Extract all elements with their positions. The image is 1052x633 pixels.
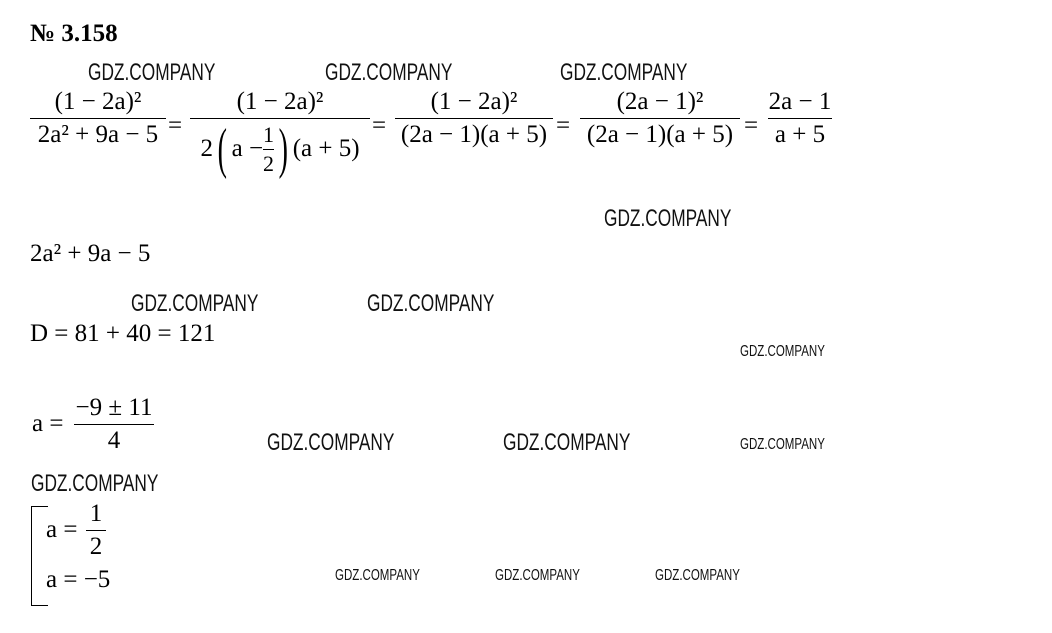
denominator: 2 ( a − 1 2 ) (a + 5) <box>200 121 359 177</box>
term: (a + 5) <box>292 135 360 162</box>
fraction-bar <box>86 530 106 531</box>
watermark: GDZ.COMPANY <box>503 429 631 456</box>
root1-fraction: 1 2 <box>86 500 106 561</box>
watermark: GDZ.COMPANY <box>560 59 688 86</box>
roots-fraction: −9 ± 11 4 <box>74 394 154 455</box>
fraction-3: (1 − 2a)² (2a − 1)(a + 5) <box>395 88 553 149</box>
watermark: GDZ.COMPANY <box>335 567 420 584</box>
numerator: (1 − 2a)² <box>236 88 324 115</box>
denominator: (2a − 1)(a + 5) <box>586 121 734 148</box>
fraction-2: (1 − 2a)² 2 ( a − 1 2 ) (a + 5) <box>190 88 370 177</box>
fraction-bar <box>580 118 740 119</box>
numerator: 2a − 1 <box>768 88 832 115</box>
denominator: 2 <box>263 150 275 176</box>
denominator: 2a² + 9a − 5 <box>37 121 159 148</box>
root2: a = −5 <box>46 566 111 593</box>
numerator: (2a − 1)² <box>616 88 704 115</box>
fraction-4: (2a − 1)² (2a − 1)(a + 5) <box>580 88 740 149</box>
numerator: 1 <box>89 500 103 527</box>
numerator: (1 − 2a)² <box>54 88 142 115</box>
watermark: GDZ.COMPANY <box>88 59 216 86</box>
fraction-1: (1 − 2a)² 2a² + 9a − 5 <box>30 88 166 149</box>
left-paren: ( <box>217 118 227 180</box>
fraction-bar <box>768 118 832 119</box>
fraction-bar <box>74 424 154 425</box>
numerator: (1 − 2a)² <box>430 88 518 115</box>
watermark: GDZ.COMPANY <box>31 470 159 497</box>
half-fraction: 1 2 <box>263 121 275 176</box>
roots-lhs: a = <box>32 410 64 437</box>
watermark: GDZ.COMPANY <box>604 205 732 232</box>
denominator: (2a − 1)(a + 5) <box>400 121 548 148</box>
watermark: GDZ.COMPANY <box>367 290 495 317</box>
fraction-5: 2a − 1 a + 5 <box>768 88 832 149</box>
watermark: GDZ.COMPANY <box>740 343 825 360</box>
right-paren: ) <box>278 118 289 180</box>
fraction-bar <box>395 118 553 119</box>
denominator: a + 5 <box>774 121 826 148</box>
equals-sign: = <box>168 112 183 139</box>
fraction-bar <box>190 118 370 119</box>
trinomial: 2a² + 9a − 5 <box>30 240 151 267</box>
term: a − <box>231 135 264 162</box>
fraction-bar <box>30 118 166 119</box>
numerator: 1 <box>263 121 275 147</box>
coefficient: 2 <box>200 135 213 162</box>
problem-number: № 3.158 <box>30 20 118 47</box>
discriminant: D = 81 + 40 = 121 <box>30 320 216 347</box>
fraction-bar <box>263 148 275 150</box>
root1-lhs: a = <box>46 516 78 543</box>
equals-sign: = <box>744 112 759 139</box>
numerator: −9 ± 11 <box>75 394 153 421</box>
watermark: GDZ.COMPANY <box>267 429 395 456</box>
denominator: 2 <box>89 533 103 560</box>
watermark: GDZ.COMPANY <box>325 59 453 86</box>
equals-sign: = <box>556 112 571 139</box>
watermark: GDZ.COMPANY <box>655 567 740 584</box>
denominator: 4 <box>107 427 121 454</box>
watermark: GDZ.COMPANY <box>740 436 825 453</box>
equals-sign: = <box>372 112 387 139</box>
watermark: GDZ.COMPANY <box>495 567 580 584</box>
watermark: GDZ.COMPANY <box>131 290 259 317</box>
solution-bracket <box>31 506 48 606</box>
